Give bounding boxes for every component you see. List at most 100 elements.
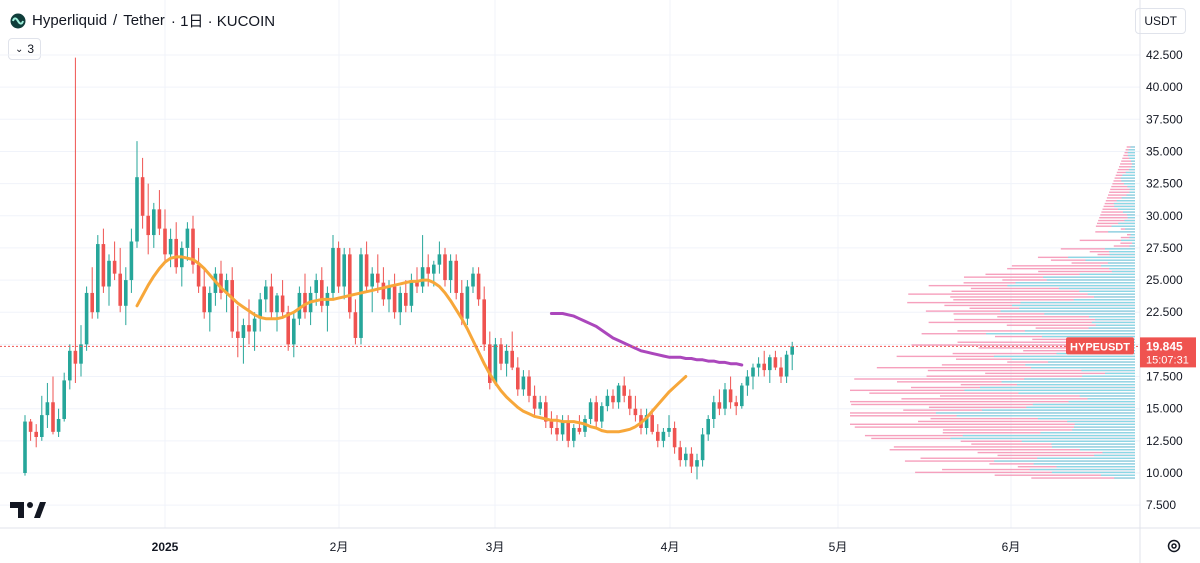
volume-profile-bar — [1011, 265, 1135, 267]
candle-body — [600, 406, 604, 422]
price-axis[interactable]: 7.50010.00012.50015.00017.50020.00022.50… — [1139, 0, 1183, 563]
volume-profile-bar-up — [1094, 296, 1135, 298]
candle-body — [426, 267, 430, 274]
volume-profile-bar-up — [1132, 242, 1135, 244]
volume-profile-bar — [942, 429, 1135, 431]
volume-profile-bar-up — [1085, 259, 1135, 261]
volume-profile-bar-up — [1072, 429, 1135, 431]
currency-selector[interactable]: USDT — [1135, 8, 1186, 34]
candle-body — [745, 376, 750, 386]
candle-body — [84, 292, 89, 345]
candle-body — [51, 402, 55, 432]
candle-body — [252, 318, 257, 332]
volume-profile-bar-up — [1087, 293, 1135, 295]
volume-profile-bar — [1112, 183, 1135, 185]
candle-body — [678, 447, 682, 461]
candle-body — [348, 254, 352, 313]
candle-body — [157, 209, 162, 229]
volume-profile-bar-up — [1037, 417, 1135, 420]
candle-body — [616, 385, 621, 403]
volume-profile-bar-up — [1129, 245, 1135, 247]
candle-body — [303, 292, 307, 313]
volume-profile-bar-up — [1128, 149, 1135, 151]
candle-body — [538, 402, 542, 409]
volume-profile-bar — [1079, 239, 1135, 242]
volume-profile-bar — [954, 318, 1135, 321]
symbol-title[interactable]: Hyperliquid / Tether · 1日 · KUCOIN — [10, 10, 275, 31]
volume-profile-bar — [918, 420, 1135, 423]
volume-profile-bar — [926, 375, 1135, 377]
candle-body — [62, 380, 66, 419]
x-tick-label: 6月 — [1002, 540, 1021, 554]
candle-body — [488, 344, 492, 383]
gear-icon[interactable] — [1166, 538, 1182, 554]
volume-profile-bar-up — [1018, 392, 1135, 394]
volume-profile-bar — [977, 451, 1135, 454]
volume-profile-bar — [1035, 327, 1135, 329]
candle-body — [168, 238, 173, 255]
candle-body — [247, 325, 251, 332]
candle-body — [342, 254, 346, 287]
volume-profile-bar-up — [1129, 157, 1135, 160]
candle-body — [280, 295, 285, 313]
volume-profile-bar-up — [1000, 310, 1135, 312]
volume-profile-bar — [1071, 262, 1135, 264]
volume-profile-bar-up — [1127, 154, 1135, 157]
candle-body — [73, 350, 78, 364]
tradingview-logo-icon[interactable] — [10, 500, 46, 520]
candle-body — [163, 228, 167, 255]
candle-body — [208, 292, 212, 313]
candle-body — [258, 299, 262, 319]
volume-profile-bar — [920, 457, 1135, 459]
candle-body — [460, 292, 464, 319]
candle-body — [661, 431, 666, 441]
candle-body — [23, 421, 27, 473]
time-axis[interactable]: 2025 2月 3月 4月 5月 6月 — [0, 527, 1200, 554]
volume-profile-bar-up — [1019, 307, 1135, 309]
volume-profile-bar-up — [1033, 463, 1135, 465]
candle-body — [527, 376, 531, 396]
volume-profile-bar-up — [986, 333, 1135, 335]
currency-label: USDT — [1144, 14, 1177, 28]
volume-profile-bar-up — [1109, 250, 1135, 253]
candle-body — [45, 402, 50, 416]
interval-exchange: · 1日 · KUCOIN — [170, 13, 276, 30]
volume-profile-bar — [951, 290, 1135, 292]
volume-profile-bar — [876, 366, 1135, 369]
candle-body — [331, 247, 335, 293]
candle-body — [633, 408, 638, 416]
volume-profile-bar-up — [1051, 471, 1135, 474]
candle-body — [196, 264, 201, 287]
volume-profile-bar — [927, 369, 1135, 372]
volume-profile-bar-up — [1108, 231, 1135, 233]
candle-body — [174, 238, 178, 268]
volume-profile-bar-up — [1087, 398, 1135, 400]
candle-body — [140, 177, 145, 216]
y-tick-label: 32.500 — [1146, 177, 1183, 191]
x-tick-label: 4月 — [661, 540, 680, 554]
volume-profile-bar — [1113, 245, 1135, 247]
candle-body — [230, 280, 234, 332]
volume-profile-bar-up — [1037, 457, 1135, 459]
candle-body — [152, 209, 156, 236]
candle-body — [297, 292, 302, 319]
volume-profile-bar-up — [1129, 191, 1135, 193]
chart-grid — [0, 0, 1140, 528]
candle-body — [622, 385, 626, 396]
volume-profile — [850, 146, 1135, 479]
candle-body — [68, 350, 72, 381]
y-tick-label: 40.000 — [1146, 80, 1183, 94]
volume-profile-bar-up — [1040, 432, 1135, 434]
volume-profile-bar-up — [1124, 219, 1135, 222]
candle-body — [392, 286, 397, 313]
candle-body — [129, 241, 134, 281]
volume-profile-bar-up — [1116, 200, 1135, 202]
volume-profile-bar-up — [1043, 276, 1135, 278]
volume-profile-bar — [1109, 191, 1135, 193]
candle-body — [376, 273, 380, 283]
volume-profile-bar-up — [964, 389, 1135, 392]
volume-profile-bar-up — [1111, 225, 1135, 227]
ticker-label-bg — [1066, 337, 1134, 355]
y-tick-label: 15.000 — [1146, 402, 1183, 416]
